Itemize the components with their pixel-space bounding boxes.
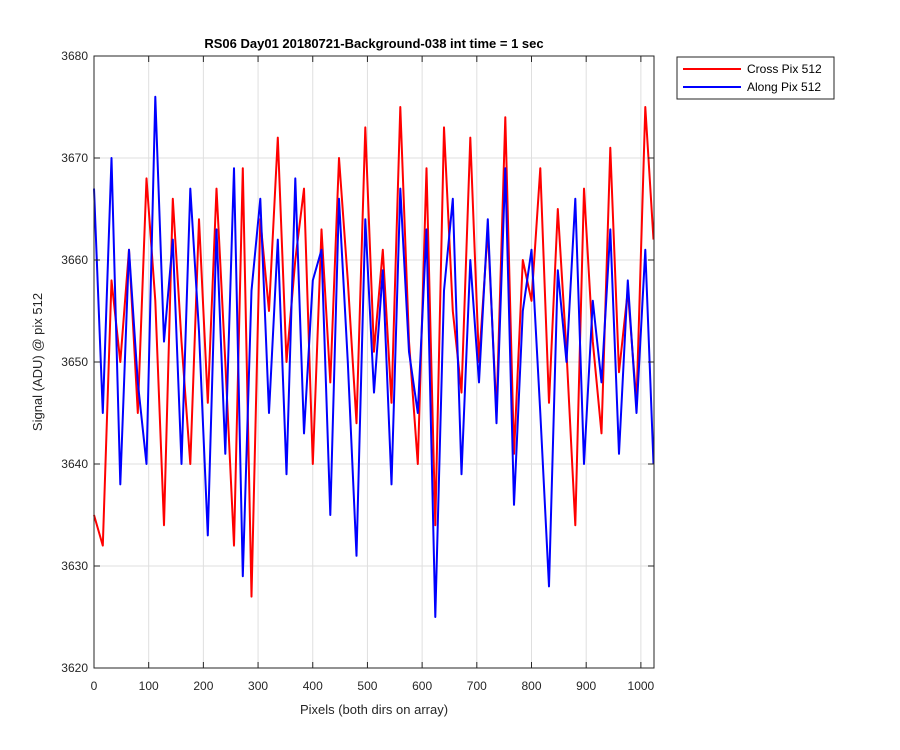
legend-box — [676, 56, 835, 100]
y-tick-label: 3650 — [61, 355, 88, 369]
series-layer — [93, 95, 655, 618]
y-tick-label: 3620 — [61, 661, 88, 675]
x-tick-label: 400 — [303, 679, 323, 693]
y-tick-label: 3670 — [61, 151, 88, 165]
x-tick-label: 1000 — [628, 679, 655, 693]
y-tick-label: 3680 — [61, 49, 88, 63]
y-tick-label: 3660 — [61, 253, 88, 267]
x-tick-label: 600 — [412, 679, 432, 693]
x-tick-label: 700 — [467, 679, 487, 693]
series-line-cross-pix — [93, 106, 655, 598]
legend-label-along-pix: Along Pix 512 — [747, 80, 821, 94]
chart-title: RS06 Day01 20180721-Background-038 int t… — [204, 36, 543, 51]
x-tick-label: 500 — [357, 679, 377, 693]
x-tick-label: 900 — [576, 679, 596, 693]
legend: Cross Pix 512 Along Pix 512 — [676, 56, 835, 100]
series-line-along-pix — [93, 95, 655, 618]
x-axis-tick-labels: 0 100 200 300 400 500 600 700 800 900 1000 — [91, 679, 655, 693]
x-tick-label: 0 — [91, 679, 98, 693]
legend-label-cross-pix: Cross Pix 512 — [747, 62, 822, 76]
x-axis-label: Pixels (both dirs on array) — [300, 702, 448, 717]
x-tick-label: 300 — [248, 679, 268, 693]
y-tick-label: 3640 — [61, 457, 88, 471]
y-tick-label: 3630 — [61, 559, 88, 573]
y-axis-tick-labels: 3620 3630 3640 3650 3660 3670 3680 — [61, 49, 88, 675]
x-tick-label: 800 — [521, 679, 541, 693]
axis-ticks — [93, 55, 654, 669]
y-axis-label: Signal (ADU) @ pix 512 — [30, 293, 45, 431]
x-tick-label: 200 — [193, 679, 213, 693]
x-tick-label: 100 — [139, 679, 159, 693]
